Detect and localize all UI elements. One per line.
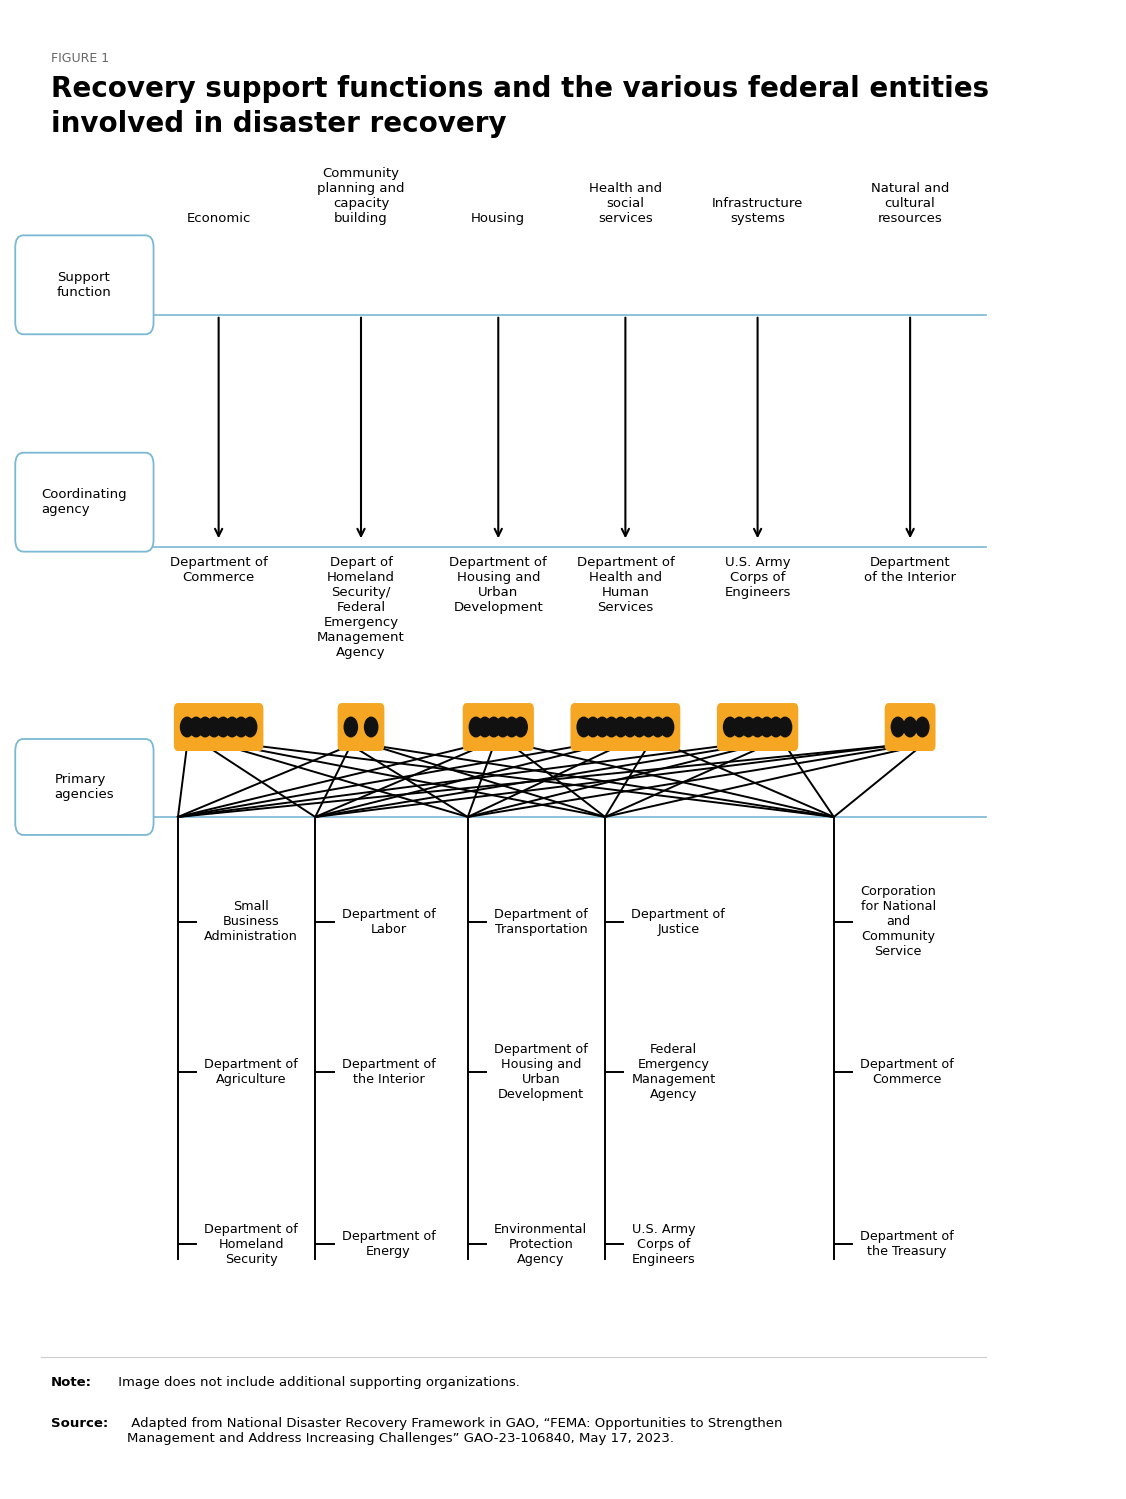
Text: Depart of
Homeland
Security/
Federal
Emergency
Management
Agency: Depart of Homeland Security/ Federal Eme… bbox=[318, 556, 405, 660]
Text: Recovery support functions and the various federal entities
involved in disaster: Recovery support functions and the vario… bbox=[51, 75, 989, 138]
Text: Department of
Homeland
Security: Department of Homeland Security bbox=[205, 1223, 298, 1265]
Text: Department
of the Interior: Department of the Interior bbox=[864, 556, 956, 585]
Text: Community
planning and
capacity
building: Community planning and capacity building bbox=[318, 166, 404, 225]
Circle shape bbox=[189, 717, 203, 738]
Text: Small
Business
Administration: Small Business Administration bbox=[205, 901, 298, 943]
Circle shape bbox=[742, 717, 756, 738]
Text: Federal
Emergency
Management
Agency: Federal Emergency Management Agency bbox=[632, 1043, 716, 1100]
Circle shape bbox=[488, 717, 500, 738]
FancyBboxPatch shape bbox=[885, 703, 936, 751]
Text: Economic: Economic bbox=[187, 211, 251, 225]
Circle shape bbox=[216, 717, 230, 738]
Circle shape bbox=[769, 717, 783, 738]
Circle shape bbox=[751, 717, 765, 738]
Text: Note:: Note: bbox=[51, 1376, 92, 1390]
Text: Support
function: Support function bbox=[57, 271, 111, 298]
Text: Environmental
Protection
Agency: Environmental Protection Agency bbox=[494, 1223, 588, 1265]
Circle shape bbox=[733, 717, 745, 738]
Text: FIGURE 1: FIGURE 1 bbox=[51, 52, 109, 66]
FancyBboxPatch shape bbox=[16, 235, 153, 334]
Circle shape bbox=[365, 717, 378, 738]
Text: Primary
agencies: Primary agencies bbox=[54, 773, 114, 800]
Text: Department of
Transportation: Department of Transportation bbox=[494, 908, 588, 935]
FancyBboxPatch shape bbox=[16, 739, 153, 835]
Circle shape bbox=[198, 717, 212, 738]
Text: Housing: Housing bbox=[471, 211, 526, 225]
Circle shape bbox=[596, 717, 609, 738]
Circle shape bbox=[345, 717, 357, 738]
Text: Department of
Justice: Department of Justice bbox=[632, 908, 725, 935]
Text: Department of
Health and
Human
Services: Department of Health and Human Services bbox=[577, 556, 674, 615]
Text: U.S. Army
Corps of
Engineers: U.S. Army Corps of Engineers bbox=[724, 556, 790, 600]
Text: Corporation
for National
and
Community
Service: Corporation for National and Community S… bbox=[860, 886, 936, 958]
Circle shape bbox=[661, 717, 673, 738]
FancyBboxPatch shape bbox=[717, 703, 798, 751]
Text: Natural and
cultural
resources: Natural and cultural resources bbox=[870, 181, 949, 225]
Circle shape bbox=[903, 717, 917, 738]
Text: Department of
the Treasury: Department of the Treasury bbox=[860, 1231, 954, 1258]
Circle shape bbox=[515, 717, 527, 738]
Text: Department of
the Interior: Department of the Interior bbox=[341, 1058, 436, 1085]
FancyBboxPatch shape bbox=[16, 453, 153, 552]
Circle shape bbox=[180, 717, 194, 738]
Circle shape bbox=[479, 717, 491, 738]
FancyBboxPatch shape bbox=[463, 703, 534, 751]
Text: Coordinating
agency: Coordinating agency bbox=[42, 489, 127, 516]
Circle shape bbox=[778, 717, 792, 738]
Circle shape bbox=[207, 717, 221, 738]
Circle shape bbox=[234, 717, 248, 738]
Text: Department of
Energy: Department of Energy bbox=[341, 1231, 436, 1258]
Circle shape bbox=[633, 717, 646, 738]
Circle shape bbox=[624, 717, 636, 738]
Text: Image does not include additional supporting organizations.: Image does not include additional suppor… bbox=[114, 1376, 520, 1390]
Text: Department of
Labor: Department of Labor bbox=[341, 908, 436, 935]
Text: Department of
Commerce: Department of Commerce bbox=[860, 1058, 954, 1085]
Circle shape bbox=[243, 717, 257, 738]
Text: Infrastructure
systems: Infrastructure systems bbox=[712, 196, 803, 225]
Circle shape bbox=[915, 717, 929, 738]
Text: U.S. Army
Corps of
Engineers: U.S. Army Corps of Engineers bbox=[632, 1223, 695, 1265]
FancyBboxPatch shape bbox=[571, 703, 680, 751]
Circle shape bbox=[497, 717, 509, 738]
FancyBboxPatch shape bbox=[173, 703, 263, 751]
Circle shape bbox=[614, 717, 627, 738]
Circle shape bbox=[651, 717, 664, 738]
Text: Department of
Commerce: Department of Commerce bbox=[170, 556, 268, 585]
Circle shape bbox=[642, 717, 655, 738]
Circle shape bbox=[225, 717, 239, 738]
Circle shape bbox=[506, 717, 518, 738]
Circle shape bbox=[578, 717, 590, 738]
Circle shape bbox=[470, 717, 483, 738]
Circle shape bbox=[892, 717, 904, 738]
Circle shape bbox=[760, 717, 774, 738]
Circle shape bbox=[724, 717, 736, 738]
FancyBboxPatch shape bbox=[338, 703, 384, 751]
Text: Department of
Housing and
Urban
Development: Department of Housing and Urban Developm… bbox=[494, 1043, 588, 1100]
Text: Department of
Housing and
Urban
Development: Department of Housing and Urban Developm… bbox=[449, 556, 547, 615]
Text: Health and
social
services: Health and social services bbox=[589, 181, 662, 225]
Text: Department of
Agriculture: Department of Agriculture bbox=[205, 1058, 298, 1085]
Text: Source:: Source: bbox=[51, 1417, 108, 1430]
Circle shape bbox=[605, 717, 618, 738]
Text: Adapted from National Disaster Recovery Framework in GAO, “FEMA: Opportunities t: Adapted from National Disaster Recovery … bbox=[127, 1417, 783, 1445]
Circle shape bbox=[587, 717, 599, 738]
